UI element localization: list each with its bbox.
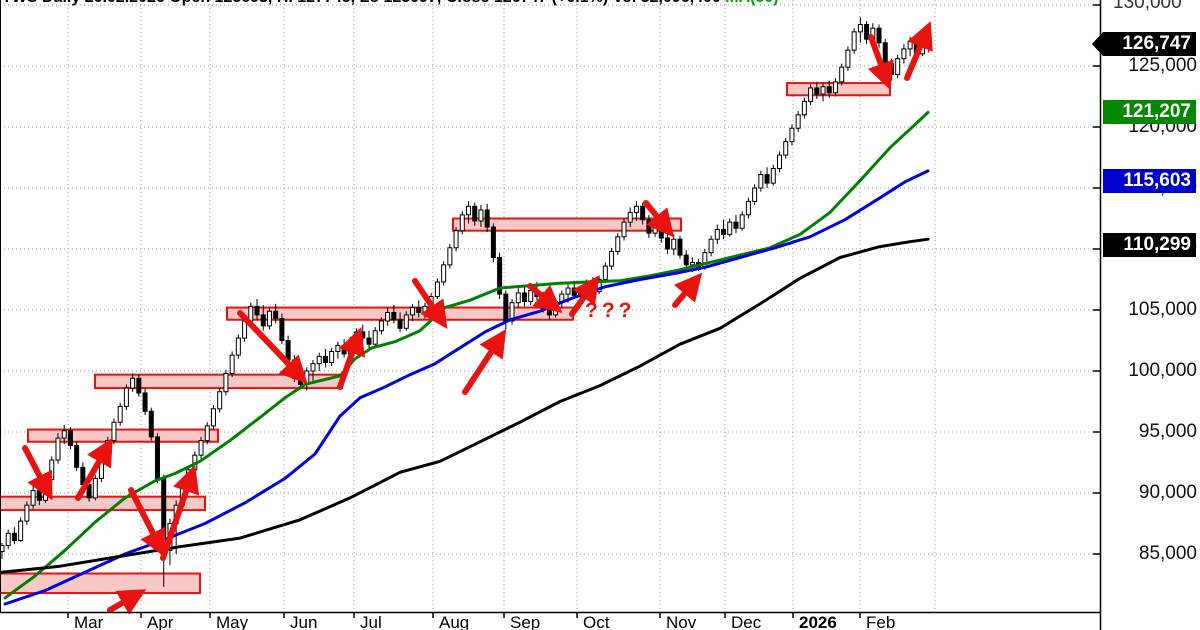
trend-arrow-down [412, 278, 448, 329]
ma-fast-green [3, 110, 930, 600]
chart-title-bar: TWS Daily 20.02.2026 Open 125693, Hi 127… [2, 0, 779, 7]
moving-average-lines [0, 110, 930, 606]
ma-medium-blue [3, 169, 930, 606]
chart-title-text: TWS Daily 20.02.2026 Open 125693, Hi 127… [2, 0, 725, 6]
trend-arrow-up [107, 589, 147, 615]
x-axis-label: Mar [74, 613, 104, 630]
x-axis-label: 2026 [799, 613, 837, 630]
sr-box [0, 572, 201, 595]
trend-arrow-down [128, 487, 166, 558]
price-tag: 121,207 [1103, 100, 1196, 124]
trend-arrow-up [462, 328, 507, 395]
price-tag: 115,603 [1103, 169, 1196, 193]
trend-arrow-down [867, 34, 894, 91]
x-axis-label: Dec [731, 613, 762, 630]
y-axis-label: 85,000 [1138, 543, 1197, 564]
sr-box [786, 82, 891, 97]
gridlines [0, 0, 1100, 612]
trend-arrow-up [904, 21, 933, 81]
x-axis-label: Nov [666, 613, 697, 630]
y-axis-top-label: 130,000 [1113, 0, 1182, 13]
trend-arrow-down [527, 283, 563, 314]
question-marks-annotation: ??? [585, 299, 636, 322]
trend-arrow-up [160, 464, 200, 561]
trend-arrow-up [75, 437, 113, 501]
chart-title-ma-label: MA(50) [725, 0, 778, 6]
ma-slow-black [0, 237, 930, 574]
price-tag: 126,747 [1092, 32, 1196, 56]
x-axis-label: May [216, 613, 249, 630]
trend-arrow-up [672, 272, 703, 308]
support-resistance-boxes [0, 82, 891, 595]
x-axis-label: Oct [583, 613, 610, 630]
annotation-arrows [22, 21, 933, 615]
axis-frame [0, 0, 1102, 630]
x-axis-label: Aug [439, 613, 470, 630]
x-axis-label: Feb [866, 613, 896, 630]
sr-box [27, 428, 219, 443]
trend-arrow-up [569, 275, 600, 317]
trend-arrow-down [22, 445, 53, 501]
y-axis-label: 125,000 [1128, 55, 1197, 76]
trend-arrow-down [237, 310, 308, 384]
x-axis-label: Jun [290, 613, 318, 630]
y-axis-label: 90,000 [1138, 482, 1197, 503]
x-axis-label: Apr [147, 613, 174, 630]
x-axis-label: Sep [510, 613, 541, 630]
x-axis-label: Jul [360, 613, 382, 630]
trend-arrow-up [337, 326, 366, 390]
y-axis-label: 105,000 [1128, 299, 1197, 320]
y-axis-label: 95,000 [1138, 421, 1197, 442]
price-tag: 110,299 [1103, 233, 1196, 257]
y-axis-label: 100,000 [1128, 360, 1197, 381]
trend-arrow-down [643, 200, 675, 238]
